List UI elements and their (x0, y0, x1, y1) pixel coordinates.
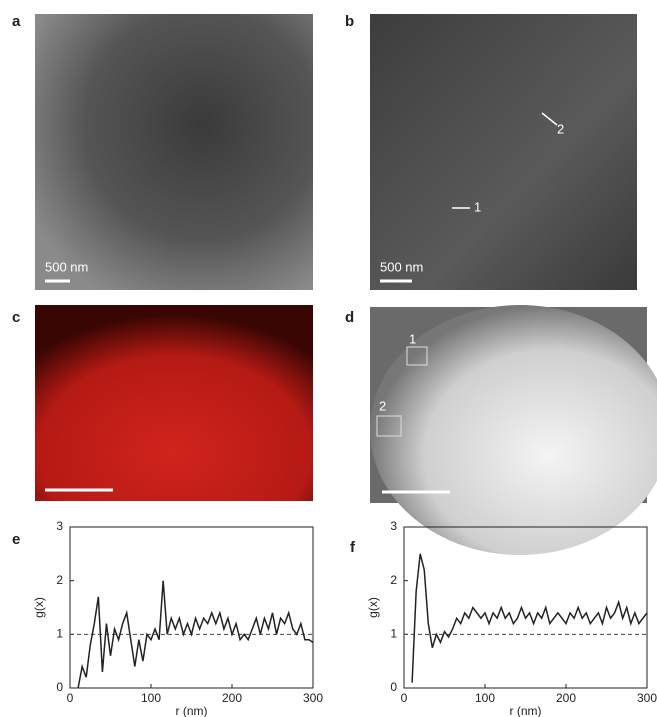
data-line (412, 554, 647, 683)
marker-label: 2 (379, 398, 386, 413)
y-tick-label: 1 (390, 627, 397, 641)
y-tick-label: 1 (56, 627, 63, 641)
x-tick-label: 0 (67, 691, 74, 705)
x-tick-label: 200 (222, 691, 242, 705)
y-tick-label: 0 (56, 680, 63, 694)
x-tick-label: 300 (637, 691, 657, 705)
figure: a 500 nm b 500 nm 1 2 c d 1 2 e010020030… (0, 0, 657, 717)
x-tick-label: 300 (303, 691, 323, 705)
x-axis-label: r (nm) (176, 704, 208, 717)
marker-label: 1 (474, 199, 481, 214)
x-tick-label: 200 (556, 691, 576, 705)
plot-frame (70, 527, 313, 688)
scale-label: 500 nm (380, 259, 423, 274)
panel-label: f (350, 539, 356, 556)
y-axis-label: g(x) (32, 597, 46, 618)
panel-label: d (345, 309, 354, 326)
x-axis-label: r (nm) (510, 704, 542, 717)
panel-label: a (12, 13, 21, 30)
marker-label: 1 (409, 331, 416, 346)
x-tick-label: 100 (475, 691, 495, 705)
panel-label: e (12, 531, 20, 548)
panel-label: c (12, 309, 20, 326)
y-tick-label: 3 (390, 519, 397, 533)
x-tick-label: 100 (141, 691, 161, 705)
page: a 500 nm b 500 nm 1 2 c d 1 2 e010020030… (0, 0, 657, 717)
data-line (78, 581, 313, 688)
y-tick-label: 3 (56, 519, 63, 533)
x-tick-label: 0 (401, 691, 408, 705)
y-tick-label: 2 (56, 573, 63, 587)
sem-image (370, 14, 637, 290)
y-axis-label: g(x) (366, 597, 380, 618)
panel-label: b (345, 13, 354, 30)
y-tick-label: 0 (390, 680, 397, 694)
y-tick-label: 2 (390, 573, 397, 587)
scale-label: 500 nm (45, 259, 88, 274)
marker-label: 2 (557, 121, 564, 136)
sem-image (35, 14, 313, 290)
fluorescence-image (35, 305, 313, 501)
